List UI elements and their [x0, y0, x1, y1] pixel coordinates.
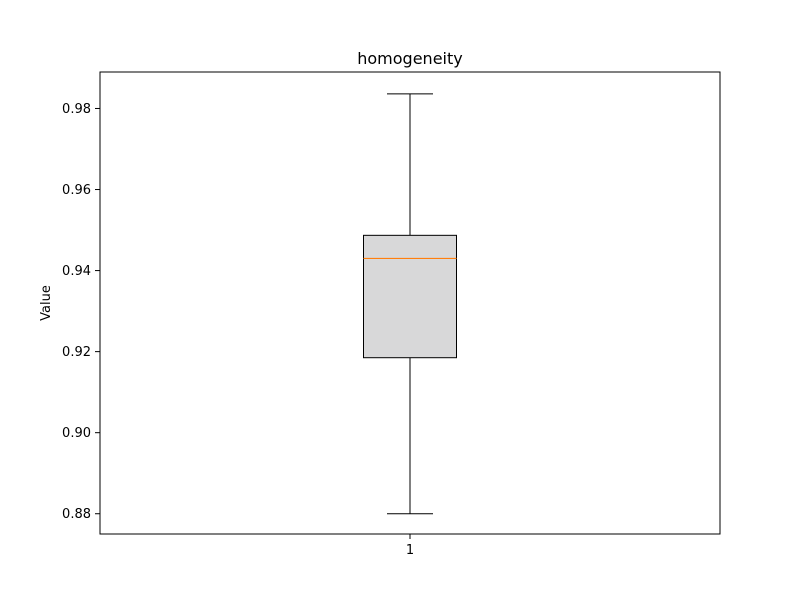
y-tick-label: 0.94 [62, 264, 91, 279]
y-axis-label: Value [39, 285, 54, 321]
x-tick-label: 1 [406, 543, 414, 558]
chart-title: homogeneity [357, 49, 462, 68]
y-tick-label: 0.90 [62, 426, 91, 441]
y-tick-label: 0.88 [62, 507, 91, 522]
y-tick-label: 0.98 [62, 102, 91, 117]
y-tick-label: 0.92 [62, 345, 91, 360]
y-tick-label: 0.96 [62, 183, 91, 198]
plot-area: 0.88 0.90 0.92 0.94 0.96 0.98 1 [62, 71, 721, 558]
iqr-box [363, 234, 457, 359]
